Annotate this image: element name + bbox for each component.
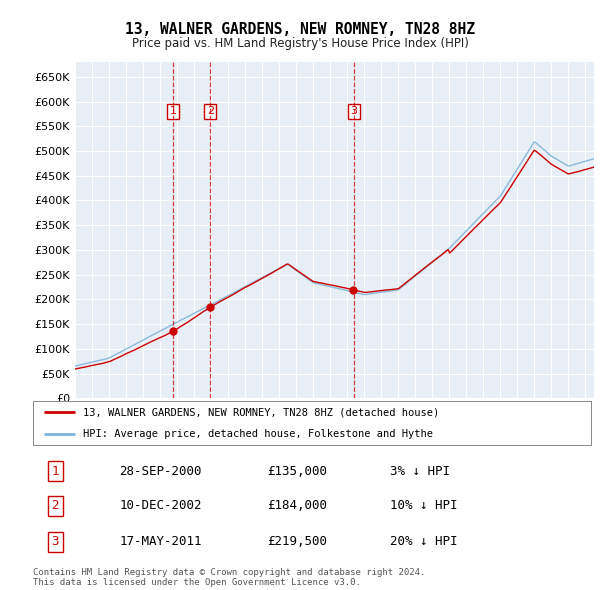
Text: 10-DEC-2002: 10-DEC-2002 (119, 499, 202, 513)
Text: Contains HM Land Registry data © Crown copyright and database right 2024.
This d: Contains HM Land Registry data © Crown c… (33, 568, 425, 587)
Text: 17-MAY-2011: 17-MAY-2011 (119, 535, 202, 548)
Text: £184,000: £184,000 (268, 499, 328, 513)
Text: 13, WALNER GARDENS, NEW ROMNEY, TN28 8HZ: 13, WALNER GARDENS, NEW ROMNEY, TN28 8HZ (125, 22, 475, 37)
Text: HPI: Average price, detached house, Folkestone and Hythe: HPI: Average price, detached house, Folk… (83, 428, 433, 438)
Text: 20% ↓ HPI: 20% ↓ HPI (390, 535, 458, 548)
Text: £135,000: £135,000 (268, 465, 328, 478)
Text: £219,500: £219,500 (268, 535, 328, 548)
Text: 1: 1 (169, 106, 176, 116)
Text: 1: 1 (52, 465, 59, 478)
Text: 2: 2 (52, 499, 59, 513)
Text: Price paid vs. HM Land Registry's House Price Index (HPI): Price paid vs. HM Land Registry's House … (131, 37, 469, 50)
Text: 3: 3 (350, 106, 357, 116)
Text: 10% ↓ HPI: 10% ↓ HPI (390, 499, 458, 513)
Text: 28-SEP-2000: 28-SEP-2000 (119, 465, 202, 478)
Text: 2: 2 (207, 106, 214, 116)
Text: 13, WALNER GARDENS, NEW ROMNEY, TN28 8HZ (detached house): 13, WALNER GARDENS, NEW ROMNEY, TN28 8HZ… (83, 407, 439, 417)
Text: 3% ↓ HPI: 3% ↓ HPI (390, 465, 450, 478)
Text: 3: 3 (52, 535, 59, 548)
